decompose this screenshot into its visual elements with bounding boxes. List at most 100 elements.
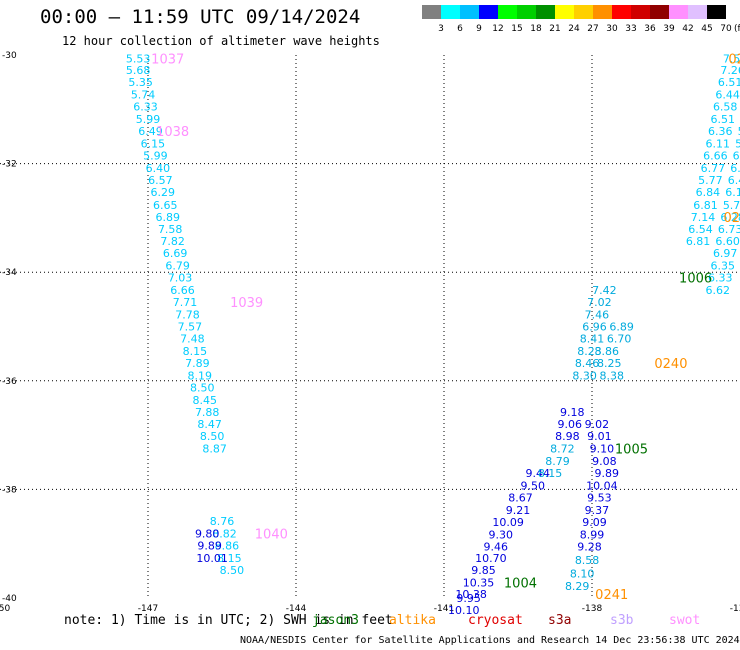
colorbar-tick-label: 18: [530, 24, 542, 34]
colorbar-swatch: [460, 5, 479, 19]
colorbar-swatch: [688, 5, 707, 19]
wave-height-value: 6.35: [710, 260, 735, 273]
colorbar-tick-label: 15: [511, 24, 522, 34]
wave-height-value: 9.10: [590, 443, 615, 456]
colorbar-swatch: [555, 5, 574, 19]
wave-height-value: 6.30: [733, 149, 740, 162]
wave-height-value: 6.66: [170, 284, 195, 297]
x-tick-label: -138: [582, 604, 603, 614]
wave-height-value: 6.29: [151, 186, 176, 199]
wave-height-value: 7.14: [691, 211, 716, 224]
colorbar-swatch: [669, 5, 688, 19]
wave-height-value: 5.68: [126, 64, 151, 77]
wave-height-value: 8.15: [217, 552, 242, 565]
wave-height-value: 6.51: [710, 113, 735, 126]
wave-height-value: 8.50: [190, 381, 215, 394]
wave-height-value: 6.11: [706, 138, 731, 151]
wave-height-value: 8.76: [210, 515, 235, 528]
wave-height-value: 7.02: [587, 296, 612, 309]
colorbar-swatch: [574, 5, 593, 19]
wave-height-value: 8.10: [570, 568, 595, 581]
wave-height-value: 8.47: [197, 418, 222, 431]
colorbar-swatch: [612, 5, 631, 19]
footer-credit: NOAA/NESDIS Center for Satellite Applica…: [240, 635, 740, 646]
colorbar-tick-label: 24: [568, 24, 580, 34]
y-tick-label: -30: [2, 51, 17, 61]
wave-height-value: 8.72: [550, 443, 575, 456]
wave-height-value: 9.06: [558, 418, 583, 431]
wave-height-value: 10.70: [475, 552, 507, 565]
y-tick-label: -34: [2, 268, 17, 278]
colorbar-tick-label: 9: [476, 24, 482, 34]
wave-height-value: 9.02: [585, 418, 610, 431]
colorbar-swatch: [479, 5, 498, 19]
wave-height-value: 6.36: [708, 125, 733, 138]
colorbar-tick-label: 33: [625, 24, 636, 34]
wave-height-value: 8.79: [545, 455, 570, 468]
wave-height-value: 6.62: [706, 284, 731, 297]
pass-label: 0239: [723, 211, 740, 226]
wave-height-value: 9.44: [525, 467, 550, 480]
wave-height-value: 9.80: [195, 527, 220, 540]
pass-label: 1037: [151, 52, 184, 67]
wave-height-value: 6.15: [141, 138, 166, 151]
colorbar-tick-label: 21: [549, 24, 560, 34]
colorbar-swatch: [707, 5, 726, 19]
wave-height-value: 7.82: [160, 235, 185, 248]
wave-height-value: 6.84: [696, 186, 721, 199]
wave-height-value: 9.85: [471, 564, 496, 577]
colorbar-tick-label: 45: [701, 24, 712, 34]
wave-height-value: 10.04: [586, 480, 618, 493]
wave-height-value: 9.46: [484, 540, 509, 553]
wave-height-value: 6.60: [715, 235, 740, 248]
wave-height-value: 6.15: [725, 186, 740, 199]
pass-label: 0238: [728, 52, 740, 67]
wave-height-value: 6.70: [607, 332, 632, 345]
colorbar-swatch: [441, 5, 460, 19]
wave-height-value: 8.58: [575, 554, 600, 567]
wave-height-value: 7.42: [592, 284, 617, 297]
wave-height-value: 10.09: [492, 516, 524, 529]
wave-height-value: 7.26: [720, 64, 740, 77]
wave-height-value: 5.77: [698, 174, 723, 187]
x-tick-label: -150: [0, 604, 10, 614]
colorbar-swatch: [517, 5, 536, 19]
wave-height-value: 9.08: [592, 455, 617, 468]
wave-height-value: 8.87: [202, 443, 227, 456]
wave-height-value: 5.99: [136, 113, 161, 126]
colorbar-swatch: [650, 5, 669, 19]
wave-height-value: 7.58: [723, 52, 740, 65]
wave-height-value: 6.13: [730, 162, 740, 175]
wave-height-value: 7.58: [158, 223, 183, 236]
wave-height-value: 6.65: [153, 199, 178, 212]
wave-height-value: 7.48: [180, 332, 205, 345]
wave-height-value: 9.53: [587, 492, 612, 505]
wave-height-value: 6.81: [693, 199, 718, 212]
colorbar-swatch: [422, 5, 441, 19]
colorbar-swatch: [631, 5, 650, 19]
wave-height-value: 10.01: [196, 552, 228, 565]
wave-height-value: 5.53: [126, 52, 151, 65]
wave-height-value: 6.69: [163, 247, 188, 260]
x-tick-label: -144: [286, 604, 307, 614]
wave-height-value: 8.30: [572, 369, 597, 382]
wave-height-value: 6.54: [688, 223, 713, 236]
y-tick-label: -36: [2, 377, 17, 387]
wave-height-value: 9.01: [587, 430, 612, 443]
colorbar-tick-label: 27: [587, 24, 598, 34]
wave-height-value: 8.98: [555, 430, 580, 443]
y-tick-label: -32: [2, 160, 17, 170]
wave-height-value: 9.09: [582, 516, 607, 529]
x-tick-label: -141: [434, 604, 454, 614]
wave-height-value: 7.57: [178, 321, 203, 334]
wave-height-value: 7.71: [173, 296, 198, 309]
wave-height-value: 6.28: [720, 211, 740, 224]
wave-height-value: 6.49: [138, 125, 163, 138]
wave-height-value: 6.66: [703, 149, 728, 162]
pass-label: 1004: [504, 576, 537, 591]
wave-height-value: 8.46: [575, 357, 600, 370]
x-tick-label: -147: [138, 604, 158, 614]
colorbar-tick-label: 42: [682, 24, 693, 34]
wave-height-value: 7.03: [168, 272, 193, 285]
